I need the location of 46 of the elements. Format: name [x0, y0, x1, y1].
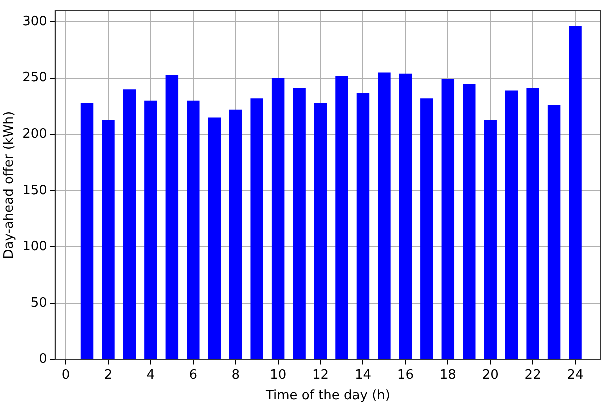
bar [399, 74, 412, 360]
x-axis-title: Time of the day (h) [264, 388, 390, 404]
bar [293, 88, 306, 360]
bar [484, 120, 497, 360]
bar [102, 120, 115, 360]
y-tick-label: 50 [30, 296, 48, 311]
x-tick-label: 14 [354, 368, 372, 383]
x-tick-label: 16 [397, 368, 414, 383]
y-tick-label: 300 [22, 14, 48, 30]
y-tick-label: 250 [22, 70, 48, 86]
bar [166, 74, 179, 360]
y-tick-label: 150 [22, 183, 48, 198]
bar [314, 103, 328, 360]
bar [505, 90, 518, 360]
bar [356, 92, 370, 360]
x-tick-label: 12 [312, 368, 330, 383]
bar [336, 76, 348, 360]
y-axis-title: Day-ahead offer (kWh) [2, 111, 18, 260]
x-tick-label: 6 [189, 368, 198, 383]
bar [272, 78, 285, 360]
x-tick-label: 22 [524, 368, 542, 383]
bar [569, 26, 582, 360]
bar [526, 88, 540, 360]
bar [229, 110, 242, 360]
x-tick-label: 24 [567, 368, 584, 383]
x-tick-label: 8 [232, 368, 240, 383]
x-tick-label: 2 [104, 368, 113, 383]
bar [80, 103, 94, 360]
bar [123, 90, 136, 360]
bar [378, 72, 391, 360]
x-tick-label: 0 [62, 368, 70, 383]
x-tick-label: 18 [440, 368, 456, 383]
bar [442, 79, 455, 360]
x-tick-label: 10 [270, 368, 287, 383]
x-tick-label: 4 [146, 368, 156, 383]
bar [250, 98, 264, 360]
bar [187, 100, 200, 360]
bar [208, 118, 221, 360]
bar [548, 105, 561, 360]
bar [463, 84, 476, 360]
x-tick-label: 20 [482, 368, 499, 383]
y-tick-label: 200 [22, 127, 48, 142]
bar [144, 100, 158, 360]
bar [420, 98, 434, 360]
y-tick-label: 100 [22, 240, 48, 255]
y-tick-label: 0 [39, 352, 48, 368]
